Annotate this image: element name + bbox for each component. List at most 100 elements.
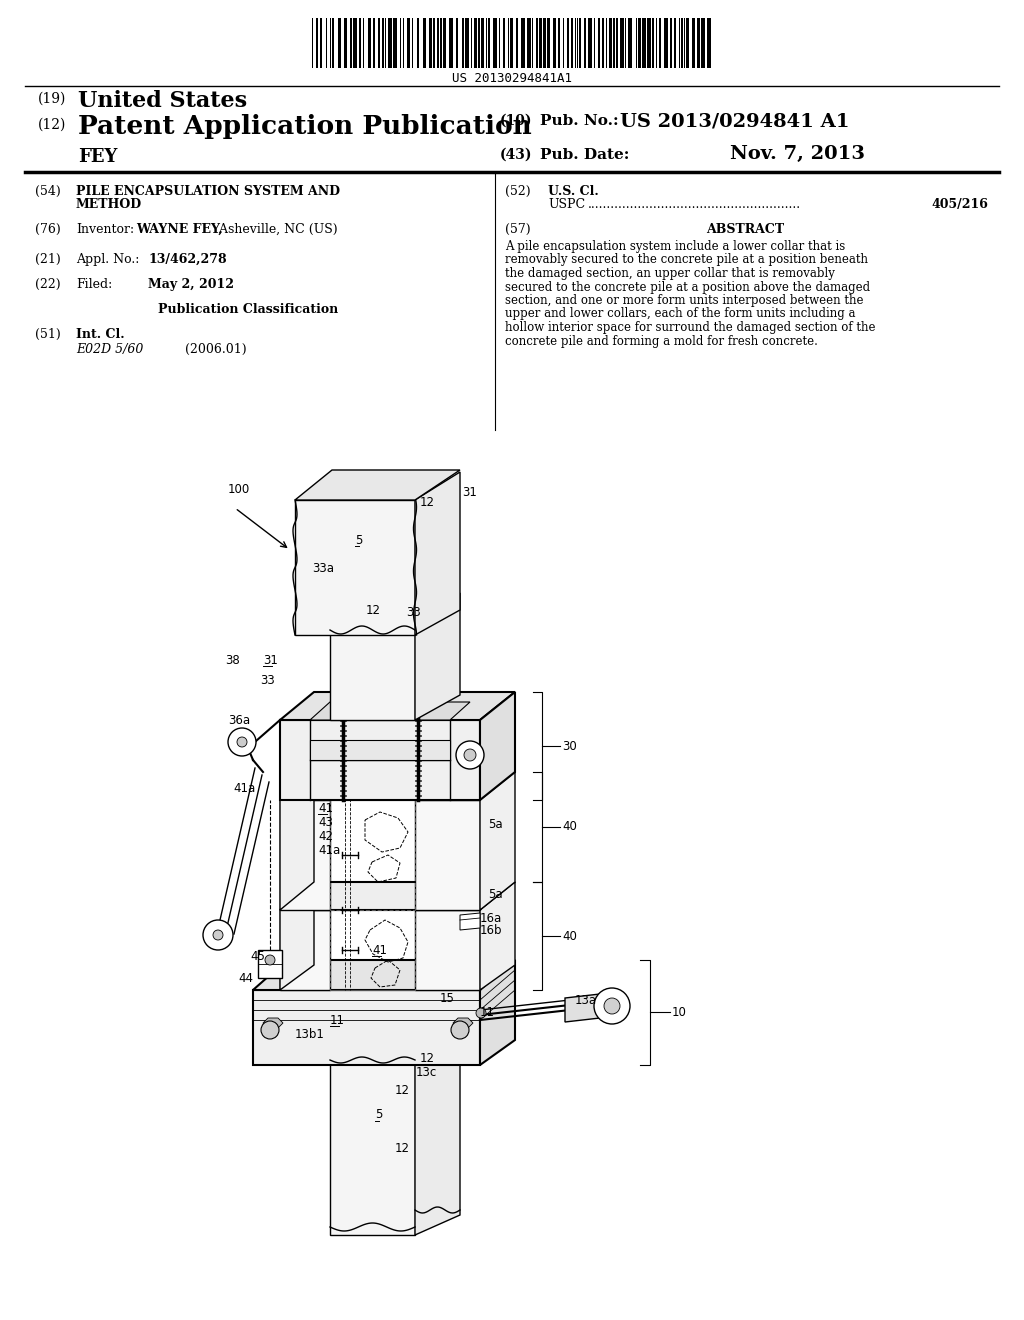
Polygon shape (295, 500, 415, 635)
Text: 15: 15 (440, 991, 455, 1005)
Text: US 2013/0294841 A1: US 2013/0294841 A1 (620, 112, 850, 129)
Text: removably secured to the concrete pile at a position beneath: removably secured to the concrete pile a… (505, 253, 868, 267)
Bar (613, 18, 615, 69)
Bar (527, 18, 531, 69)
Text: 41: 41 (372, 944, 387, 957)
Text: 12: 12 (420, 1052, 435, 1064)
Polygon shape (480, 772, 515, 909)
Polygon shape (409, 647, 427, 659)
Bar (465, 18, 469, 69)
Text: (51): (51) (35, 327, 60, 341)
Circle shape (261, 1020, 279, 1039)
Polygon shape (480, 882, 515, 990)
Polygon shape (453, 1018, 473, 1028)
Bar (368, 18, 371, 69)
Text: Pub. No.:: Pub. No.: (540, 114, 618, 128)
Circle shape (594, 987, 630, 1024)
Bar (433, 18, 435, 69)
Bar (652, 18, 654, 69)
Text: (21): (21) (35, 253, 60, 267)
Bar (692, 18, 695, 69)
Bar (602, 18, 604, 69)
Text: 12: 12 (420, 495, 435, 508)
Text: 41a: 41a (233, 781, 255, 795)
Text: (22): (22) (35, 279, 60, 290)
Bar (579, 18, 581, 69)
Circle shape (265, 954, 275, 965)
Text: FEY: FEY (78, 148, 118, 166)
Polygon shape (280, 909, 330, 990)
Circle shape (213, 931, 223, 940)
Bar (659, 18, 662, 69)
Polygon shape (280, 882, 515, 909)
Polygon shape (263, 1018, 283, 1028)
Text: 42: 42 (318, 829, 333, 842)
Polygon shape (415, 593, 460, 719)
Bar (332, 18, 334, 69)
Text: section, and one or more form units interposed between the: section, and one or more form units inte… (505, 294, 863, 308)
Text: 11: 11 (480, 1006, 495, 1019)
Polygon shape (280, 772, 515, 800)
Polygon shape (480, 692, 515, 800)
Bar (429, 18, 432, 69)
Bar (510, 18, 513, 69)
Text: 12: 12 (366, 603, 381, 616)
Text: May 2, 2012: May 2, 2012 (148, 279, 234, 290)
Text: concrete pile and forming a mold for fresh concrete.: concrete pile and forming a mold for fre… (505, 334, 818, 347)
Bar (670, 18, 672, 69)
Text: 33: 33 (406, 606, 421, 619)
Text: .......................................................: ........................................… (588, 198, 801, 211)
Polygon shape (415, 1038, 460, 1236)
Bar (373, 18, 375, 69)
Bar (701, 18, 705, 69)
Text: (54): (54) (35, 185, 60, 198)
Circle shape (456, 741, 484, 770)
Polygon shape (295, 470, 460, 500)
Bar (571, 18, 573, 69)
Text: Pub. Date:: Pub. Date: (540, 148, 630, 162)
Bar (437, 18, 439, 69)
Bar (440, 18, 442, 69)
Text: (43): (43) (500, 148, 532, 162)
Bar (707, 18, 711, 69)
Text: U.S. Cl.: U.S. Cl. (548, 185, 599, 198)
Polygon shape (408, 660, 428, 668)
Text: 11: 11 (330, 1014, 345, 1027)
Bar (350, 18, 352, 69)
Text: E02D 5/60: E02D 5/60 (76, 343, 143, 356)
Text: USPC: USPC (548, 198, 585, 211)
Polygon shape (480, 960, 515, 1065)
Text: (57): (57) (505, 223, 530, 236)
Bar (481, 18, 484, 69)
Polygon shape (253, 990, 480, 1065)
Bar (558, 18, 560, 69)
Text: 405/216: 405/216 (931, 198, 988, 211)
Text: Appl. No.:: Appl. No.: (76, 253, 139, 267)
Polygon shape (310, 741, 450, 760)
Text: 30: 30 (562, 739, 577, 752)
Bar (488, 18, 490, 69)
Bar (664, 18, 668, 69)
Text: 31: 31 (263, 653, 278, 667)
Polygon shape (280, 882, 314, 990)
Text: Int. Cl.: Int. Cl. (76, 327, 125, 341)
Text: United States: United States (78, 90, 247, 112)
Polygon shape (330, 620, 415, 719)
Circle shape (203, 920, 233, 950)
Bar (478, 18, 480, 69)
Bar (553, 18, 556, 69)
Bar (474, 18, 477, 69)
Bar (423, 18, 426, 69)
Bar (338, 18, 341, 69)
Bar (584, 18, 586, 69)
Text: US 20130294841A1: US 20130294841A1 (452, 73, 572, 84)
Bar (443, 18, 446, 69)
Polygon shape (330, 1060, 415, 1236)
Bar (344, 18, 347, 69)
Text: 5a: 5a (488, 888, 503, 902)
Text: Publication Classification: Publication Classification (158, 304, 338, 315)
Bar (674, 18, 676, 69)
Bar (697, 18, 700, 69)
Bar (388, 18, 392, 69)
Bar (319, 18, 322, 69)
